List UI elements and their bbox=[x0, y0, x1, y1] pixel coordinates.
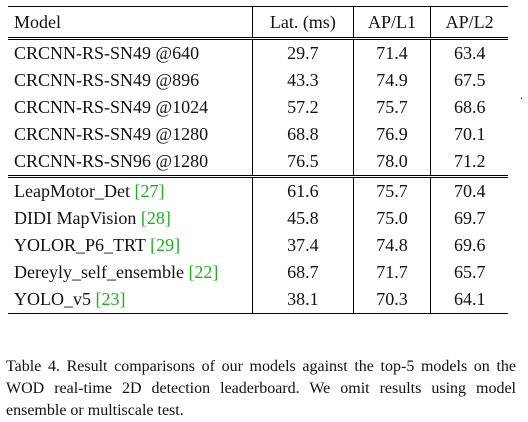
citation-link[interactable]: [22] bbox=[188, 262, 219, 282]
model-cell: YOLO_v5 [23] bbox=[8, 286, 253, 314]
model-name: YOLOR_P6_TRT bbox=[14, 235, 146, 255]
latency-cell: 45.8 bbox=[252, 205, 354, 232]
citation-link[interactable]: [27] bbox=[134, 181, 165, 201]
results-table: Model Lat. (ms) AP/L1 AP/L2 CRCNN-RS-SN4… bbox=[8, 6, 508, 314]
latency-cell: 68.7 bbox=[252, 259, 354, 286]
table-row: CRCNN-RS-SN49 @1024 57.2 75.7 68.6 bbox=[8, 94, 508, 121]
model-cell: CRCNN-RS-SN49 @640 bbox=[8, 37, 253, 67]
ap-l2-cell: 71.2 bbox=[453, 151, 486, 171]
model-cell: CRCNN-RS-SN96 @1280 bbox=[8, 148, 253, 177]
ap-l2-cell: 69.6 bbox=[453, 235, 486, 255]
header-ap-l2: AP/L2 bbox=[430, 6, 508, 39]
ap-l2-cell: 65.7 bbox=[453, 262, 486, 282]
latency-cell: 68.8 bbox=[252, 121, 354, 148]
citation-link[interactable]: [29] bbox=[150, 235, 181, 255]
ap-l1-cell: 76.9 bbox=[353, 121, 432, 148]
model-name: DIDI MapVision bbox=[14, 208, 137, 228]
latency-cell: 76.5 bbox=[252, 148, 354, 177]
table-row: CRCNN-RS-SN49 @1280 68.8 76.9 70.1 bbox=[8, 121, 508, 148]
table-row: Dereyly_self_ensemble [22] 68.7 71.7 65.… bbox=[8, 259, 508, 286]
latency-cell: 38.1 bbox=[252, 286, 354, 314]
table-row: LeapMotor_Det [27] 61.6 75.7 70.4 bbox=[8, 175, 508, 205]
latency-cell: 29.7 bbox=[252, 37, 354, 67]
table-row: YOLOR_P6_TRT [29] 37.4 74.8 69.6 bbox=[8, 232, 508, 259]
ap-l2-cell: 69.7 bbox=[453, 208, 486, 228]
ap-l1-cell: 75.7 bbox=[353, 94, 432, 121]
ap-l1-cell: 71.4 bbox=[353, 37, 432, 67]
margin-marker: . bbox=[520, 88, 523, 102]
model-cell: Dereyly_self_ensemble [22] bbox=[8, 259, 253, 286]
ap-l1-cell: 74.9 bbox=[353, 67, 432, 94]
ap-l2-cell: 68.6 bbox=[453, 97, 486, 117]
model-name: LeapMotor_Det bbox=[14, 181, 130, 201]
ap-l1-cell: 78.0 bbox=[353, 148, 432, 177]
latency-cell: 37.4 bbox=[252, 232, 354, 259]
latency-cell: 61.6 bbox=[252, 175, 354, 205]
model-cell: LeapMotor_Det [27] bbox=[8, 175, 253, 205]
ap-l1-cell: 71.7 bbox=[353, 259, 432, 286]
model-cell: YOLOR_P6_TRT [29] bbox=[8, 232, 253, 259]
table-row: YOLO_v5 [23] 38.1 70.3 64.1 bbox=[8, 286, 508, 314]
model-cell: DIDI MapVision [28] bbox=[8, 205, 253, 232]
table-row: DIDI MapVision [28] 45.8 75.0 69.7 bbox=[8, 205, 508, 232]
ap-l1-cell: 74.8 bbox=[353, 232, 432, 259]
ap-l2-cell: 67.5 bbox=[453, 70, 486, 90]
citation-link[interactable]: [28] bbox=[140, 208, 171, 228]
table-row: CRCNN-RS-SN49 @640 29.7 71.4 63.4 bbox=[8, 37, 508, 67]
ap-l1-cell: 75.7 bbox=[353, 175, 432, 205]
header-model: Model bbox=[8, 6, 253, 39]
model-cell: CRCNN-RS-SN49 @1280 bbox=[8, 121, 253, 148]
table-caption: Table 4. Result comparisons of our model… bbox=[6, 358, 516, 419]
citation-link[interactable]: [23] bbox=[95, 289, 126, 309]
ap-l2-cell: 64.1 bbox=[430, 286, 508, 314]
latency-cell: 57.2 bbox=[252, 94, 354, 121]
model-name: Dereyly_self_ensemble bbox=[14, 262, 184, 282]
ap-l1-cell: 70.3 bbox=[353, 286, 432, 314]
header-ap-l1: AP/L1 bbox=[353, 6, 432, 39]
model-name: YOLO_v5 bbox=[14, 289, 91, 309]
ap-l2-cell: 70.4 bbox=[430, 175, 508, 205]
table-row: CRCNN-RS-SN49 @896 43.3 74.9 67.5 bbox=[8, 67, 508, 94]
header-row: Model Lat. (ms) AP/L1 AP/L2 bbox=[8, 6, 508, 39]
ap-l2-cell: 70.1 bbox=[453, 124, 486, 144]
latency-cell: 43.3 bbox=[252, 67, 354, 94]
ap-l1-cell: 75.0 bbox=[353, 205, 432, 232]
model-cell: CRCNN-RS-SN49 @896 bbox=[8, 67, 253, 94]
table-row: CRCNN-RS-SN96 @1280 76.5 78.0 71.2 bbox=[8, 148, 508, 177]
model-cell: CRCNN-RS-SN49 @1024 bbox=[8, 94, 253, 121]
ap-l2-cell: 63.4 bbox=[430, 37, 508, 67]
header-latency: Lat. (ms) bbox=[252, 6, 354, 39]
